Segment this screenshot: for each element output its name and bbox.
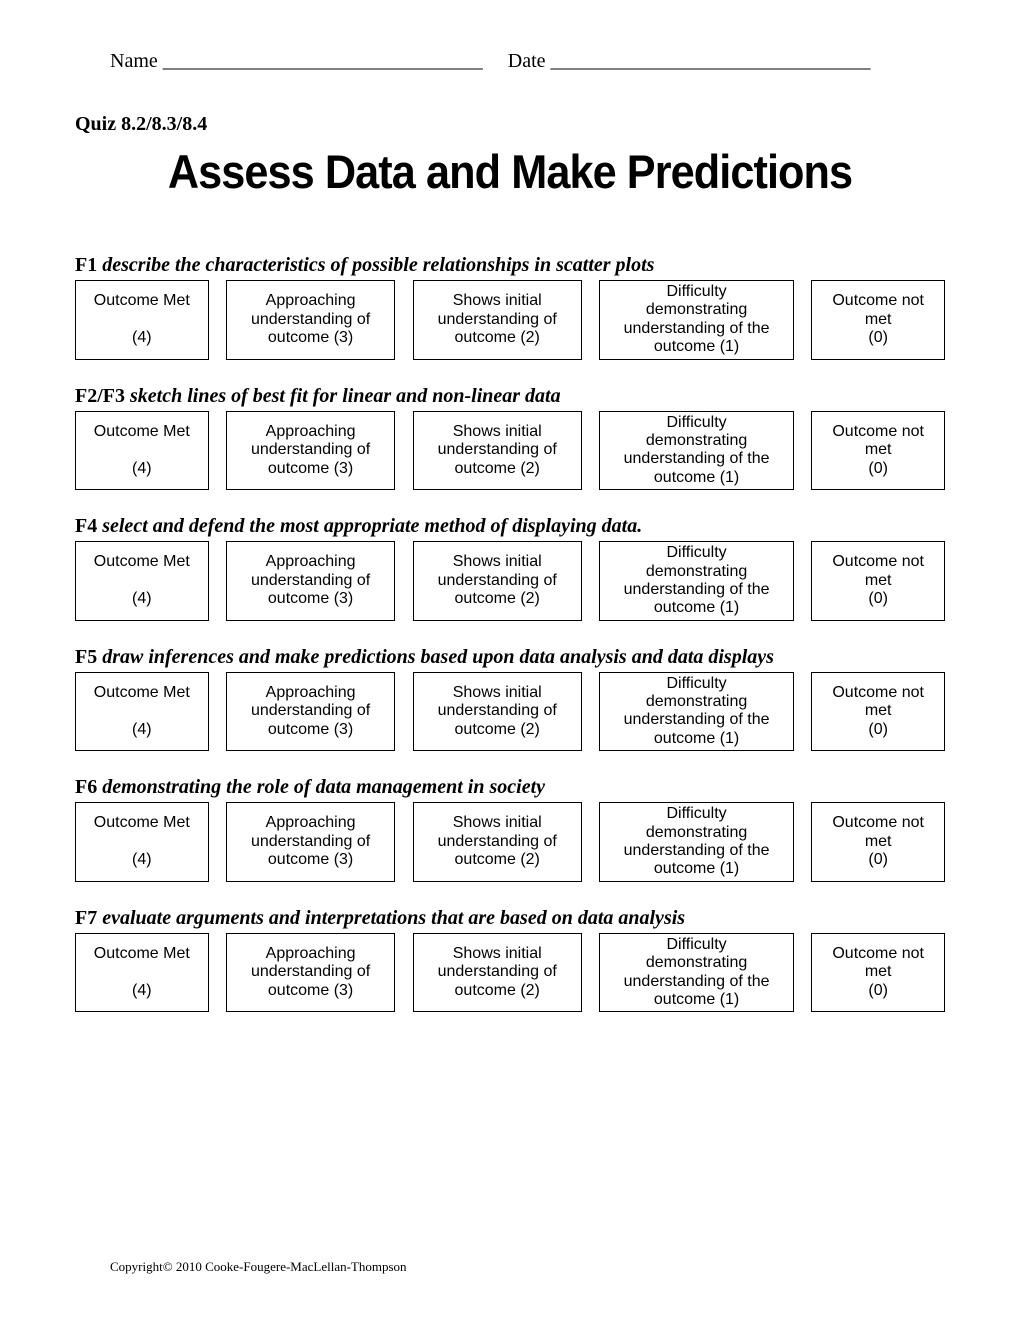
rubric-gap: [208, 411, 226, 490]
rubric-gap: [793, 281, 811, 360]
outcome-label: F2/F3 sketch lines of best fit for linea…: [75, 385, 945, 408]
rubric-cell-3: Approachingunderstanding ofoutcome (3): [226, 672, 394, 751]
outcomes-container: F1 describe the characteristics of possi…: [75, 254, 945, 1012]
rubric-cell-0: Outcome notmet(0): [812, 933, 945, 1012]
rubric-gap: [208, 542, 226, 621]
rubric-cell-1: Difficultydemonstratingunderstanding of …: [600, 542, 794, 621]
outcome-code: F6: [75, 776, 97, 798]
rubric-gap: [208, 672, 226, 751]
name-blank: ________________________________: [163, 50, 483, 72]
header-line: Name ________________________________ Da…: [110, 50, 945, 73]
rubric-cell-3: Approachingunderstanding ofoutcome (3): [226, 411, 394, 490]
rubric-gap: [793, 411, 811, 490]
rubric-cell-2: Shows initialunderstanding ofoutcome (2): [413, 411, 581, 490]
rubric-cell-0: Outcome notmet(0): [812, 542, 945, 621]
rubric-gap: [793, 542, 811, 621]
rubric-cell-1: Difficultydemonstratingunderstanding of …: [600, 411, 794, 490]
outcome-desc: demonstrating the role of data managemen…: [102, 776, 545, 798]
rubric-gap: [793, 933, 811, 1012]
outcome-code: F2/F3: [75, 385, 125, 407]
outcome-label: F6 demonstrating the role of data manage…: [75, 776, 945, 799]
date-blank: ________________________________: [551, 50, 871, 72]
rubric-cell-2: Shows initialunderstanding ofoutcome (2): [413, 803, 581, 882]
footer-copyright: Copyright© 2010 Cooke-Fougere-MacLellan-…: [110, 1259, 407, 1275]
rubric-cell-4: Outcome Met (4): [76, 672, 209, 751]
rubric-cell-4: Outcome Met (4): [76, 411, 209, 490]
outcome-block: F6 demonstrating the role of data manage…: [75, 776, 945, 882]
rubric-cell-3: Approachingunderstanding ofoutcome (3): [226, 933, 394, 1012]
rubric-cell-3: Approachingunderstanding ofoutcome (3): [226, 542, 394, 621]
rubric-gap: [793, 672, 811, 751]
rubric-gap: [395, 411, 413, 490]
rubric-gap: [208, 281, 226, 360]
rubric-table: Outcome Met (4)Approachingunderstanding …: [75, 280, 945, 360]
rubric-cell-0: Outcome notmet(0): [812, 803, 945, 882]
rubric-gap: [581, 803, 599, 882]
outcome-code: F7: [75, 907, 97, 929]
rubric-table: Outcome Met (4)Approachingunderstanding …: [75, 541, 945, 621]
rubric-gap: [395, 542, 413, 621]
outcome-code: F1: [75, 254, 97, 276]
rubric-gap: [793, 803, 811, 882]
rubric-gap: [581, 281, 599, 360]
date-label: Date: [508, 50, 546, 72]
rubric-gap: [581, 542, 599, 621]
rubric-cell-2: Shows initialunderstanding ofoutcome (2): [413, 542, 581, 621]
rubric-cell-2: Shows initialunderstanding ofoutcome (2): [413, 933, 581, 1012]
rubric-cell-4: Outcome Met (4): [76, 281, 209, 360]
outcome-desc: select and defend the most appropriate m…: [102, 515, 642, 537]
rubric-gap: [395, 281, 413, 360]
rubric-gap: [395, 933, 413, 1012]
rubric-cell-1: Difficultydemonstratingunderstanding of …: [600, 672, 794, 751]
rubric-cell-2: Shows initialunderstanding ofoutcome (2): [413, 281, 581, 360]
outcome-block: F4 select and defend the most appropriat…: [75, 515, 945, 621]
outcome-block: F5 draw inferences and make predictions …: [75, 646, 945, 752]
rubric-cell-3: Approachingunderstanding ofoutcome (3): [226, 281, 394, 360]
rubric-cell-1: Difficultydemonstratingunderstanding of …: [600, 803, 794, 882]
rubric-gap: [208, 803, 226, 882]
rubric-cell-3: Approachingunderstanding ofoutcome (3): [226, 803, 394, 882]
outcome-label: F5 draw inferences and make predictions …: [75, 646, 945, 669]
rubric-cell-0: Outcome notmet(0): [812, 672, 945, 751]
outcome-code: F5: [75, 646, 102, 668]
outcome-desc: describe the characteristics of possible…: [102, 254, 654, 276]
rubric-gap: [581, 933, 599, 1012]
rubric-cell-1: Difficultydemonstratingunderstanding of …: [600, 933, 794, 1012]
quiz-label: Quiz 8.2/8.3/8.4: [75, 113, 945, 136]
outcome-label: F4 select and defend the most appropriat…: [75, 515, 945, 538]
outcome-block: F1 describe the characteristics of possi…: [75, 254, 945, 360]
outcome-label: F7 evaluate arguments and interpretation…: [75, 907, 945, 930]
outcome-block: F2/F3 sketch lines of best fit for linea…: [75, 385, 945, 491]
rubric-table: Outcome Met (4)Approachingunderstanding …: [75, 933, 945, 1013]
rubric-gap: [395, 803, 413, 882]
name-label: Name: [110, 50, 158, 72]
rubric-cell-0: Outcome notmet(0): [812, 411, 945, 490]
rubric-table: Outcome Met (4)Approachingunderstanding …: [75, 411, 945, 491]
rubric-cell-4: Outcome Met (4): [76, 933, 209, 1012]
outcome-code: F4: [75, 515, 97, 537]
outcome-desc: sketch lines of best fit for linear and …: [130, 385, 561, 407]
rubric-gap: [395, 672, 413, 751]
page-title: Assess Data and Make Predictions: [110, 144, 910, 199]
outcome-desc: draw inferences and make predictions bas…: [102, 646, 774, 668]
rubric-cell-0: Outcome notmet(0): [812, 281, 945, 360]
rubric-table: Outcome Met (4)Approachingunderstanding …: [75, 672, 945, 752]
rubric-table: Outcome Met (4)Approachingunderstanding …: [75, 802, 945, 882]
outcome-block: F7 evaluate arguments and interpretation…: [75, 907, 945, 1013]
rubric-cell-2: Shows initialunderstanding ofoutcome (2): [413, 672, 581, 751]
rubric-gap: [581, 411, 599, 490]
rubric-gap: [208, 933, 226, 1012]
rubric-cell-1: Difficultydemonstratingunderstanding of …: [600, 281, 794, 360]
rubric-gap: [581, 672, 599, 751]
outcome-desc: evaluate arguments and interpretations t…: [102, 907, 685, 929]
rubric-cell-4: Outcome Met (4): [76, 803, 209, 882]
outcome-label: F1 describe the characteristics of possi…: [75, 254, 945, 277]
rubric-cell-4: Outcome Met (4): [76, 542, 209, 621]
